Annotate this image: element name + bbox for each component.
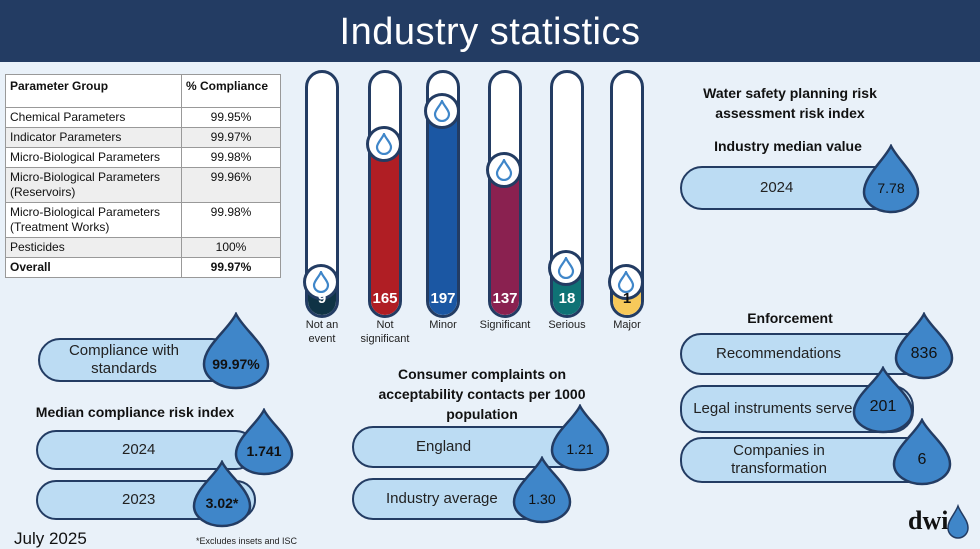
table-cell: Overall — [5, 257, 182, 278]
water-drop-bubble-icon — [608, 264, 644, 301]
table-cell: Indicator Parameters — [5, 127, 182, 148]
enforcement-transformation-value: 6 — [917, 451, 927, 468]
enforcement-heading: Enforcement — [747, 310, 833, 326]
event-tube-count: 1 — [622, 290, 632, 307]
event-tube-label: Not significant — [360, 319, 410, 345]
table-cell: Micro-Biological Parameters (Reservoirs) — [5, 167, 182, 203]
median-risk-year: 2023 — [122, 491, 156, 508]
table-row: Chemical Parameters 99.95% — [5, 107, 281, 128]
table-cell: 99.95% — [181, 107, 281, 128]
event-tube-count: 137 — [492, 290, 518, 307]
water-drop-icon — [512, 456, 572, 524]
table-row-overall: Overall 99.97% — [5, 257, 281, 278]
median-risk-heading: Median compliance risk index — [35, 404, 235, 420]
wsp-value: 7.78 — [877, 180, 905, 196]
water-drop-icon — [894, 312, 954, 380]
table-cell: 99.98% — [181, 147, 281, 168]
median-risk-2024-value: 1.741 — [246, 443, 282, 459]
table-cell: Micro-Biological Parameters — [5, 147, 182, 168]
water-drop-icon — [852, 366, 914, 434]
complaints-label: England — [416, 438, 472, 455]
event-tube — [488, 70, 522, 318]
table-cell: 99.96% — [181, 167, 281, 203]
event-tube-label: Major — [613, 319, 641, 331]
water-drop-icon — [192, 460, 252, 528]
table-cell: 99.97% — [181, 127, 281, 148]
water-drop-icon — [202, 312, 270, 390]
event-tube-count: 18 — [558, 290, 576, 307]
table-cell: Micro-Biological Parameters (Treatment W… — [5, 202, 182, 238]
complaints-industry-value: 1.30 — [528, 491, 556, 507]
table-cell: 100% — [181, 237, 281, 258]
table-cell: Chemical Parameters — [5, 107, 182, 128]
median-risk-2024-pill: 2024 — [36, 430, 256, 470]
event-tube-label: Not an event — [305, 319, 339, 345]
table-header-compliance: % Compliance — [181, 74, 281, 108]
water-drop-icon — [550, 404, 610, 472]
event-tube-label: Minor — [429, 319, 457, 331]
water-drop-bubble-icon — [486, 151, 522, 188]
compliance-table: Parameter Group % Compliance Chemical Pa… — [5, 74, 281, 278]
table-cell: Pesticides — [5, 237, 182, 258]
median-risk-2023-value: 3.02* — [205, 495, 239, 511]
compliance-standards-pill: Compliance with standards — [38, 338, 234, 382]
complaints-heading: Consumer complaints on acceptability con… — [378, 366, 586, 422]
complaints-england-pill: England — [352, 426, 584, 468]
event-tube — [426, 70, 460, 318]
table-row: Micro-Biological Parameters (Reservoirs)… — [5, 167, 281, 203]
water-drop-icon — [234, 408, 294, 476]
table-row: Pesticides 100% — [5, 237, 281, 258]
water-drop-icon — [862, 144, 920, 214]
wsp-subheading: Industry median value — [714, 138, 862, 154]
water-drop-bubble-icon — [366, 126, 402, 163]
event-tube-fill — [371, 143, 399, 315]
footer-date: July 2025 — [14, 529, 87, 548]
table-row: Indicator Parameters 99.97% — [5, 127, 281, 148]
complaints-label: Industry average — [386, 490, 498, 507]
event-tube — [368, 70, 402, 318]
table-cell: 99.98% — [181, 202, 281, 238]
dwi-logo: dwi — [908, 506, 949, 535]
event-tube-count: 197 — [430, 290, 456, 307]
water-drop-bubble-icon — [424, 93, 460, 130]
compliance-standards-value: 99.97% — [212, 356, 260, 372]
water-drop-bubble-icon — [303, 264, 339, 301]
footer-note: *Excludes insets and ISC — [196, 536, 298, 546]
enforcement-legal-value: 201 — [869, 398, 897, 415]
wsp-heading: Water safety planning risk assessment ri… — [703, 85, 877, 121]
table-header-parameter-group: Parameter Group — [5, 74, 182, 108]
logo-drop-icon — [947, 504, 969, 539]
event-tube-label: Serious — [548, 319, 586, 331]
water-drop-icon — [892, 418, 952, 486]
complaints-england-value: 1.21 — [566, 441, 594, 457]
enforcement-transformation-pill: Companies in transformation — [680, 437, 934, 483]
event-tube-count: 9 — [317, 290, 327, 307]
page-title: Industry statistics — [0, 0, 980, 62]
enforcement-label: Companies in transformation — [731, 442, 827, 477]
water-drop-bubble-icon — [548, 249, 584, 286]
event-tube-fill — [429, 110, 457, 315]
table-cell: 99.97% — [181, 257, 281, 278]
wsp-year: 2024 — [760, 179, 794, 196]
table-row: Micro-Biological Parameters 99.98% — [5, 147, 281, 168]
event-tube-label: Significant — [479, 319, 531, 331]
compliance-standards-label: Compliance with standards — [68, 342, 180, 377]
enforcement-label: Legal instruments served — [693, 400, 861, 417]
enforcement-recommendations-value: 836 — [910, 345, 938, 362]
event-tube-count: 165 — [372, 290, 398, 307]
enforcement-label: Recommendations — [716, 345, 842, 362]
median-risk-year: 2024 — [122, 441, 156, 458]
table-row: Micro-Biological Parameters (Treatment W… — [5, 202, 281, 238]
event-tube-fill — [491, 168, 519, 315]
